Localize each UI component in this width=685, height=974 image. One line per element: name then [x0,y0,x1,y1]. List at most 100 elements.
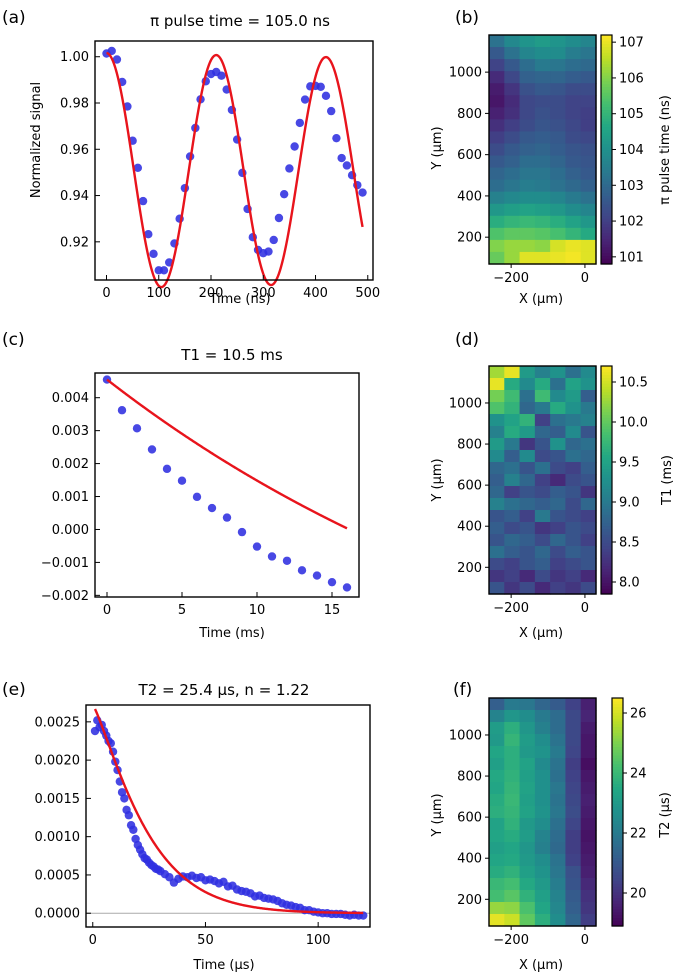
colorbar-segment-f [612,794,623,799]
heatmap-cell-d [489,498,505,511]
heatmap-cell-d [519,426,536,439]
heatmap-cell-d [534,462,551,475]
data-point-a [112,55,122,64]
axes-frame-a [94,40,374,281]
heatmap-cell-f [519,710,536,723]
colorbar-segment-f [612,789,623,793]
colorbar-segment-b [601,249,612,254]
heatmap-cell-f [565,854,582,867]
heatmap-cell-d [565,546,582,559]
heatmap-cell-b [565,215,582,229]
colorbar-segment-d [601,485,612,490]
colorbar-segment-f [612,897,623,901]
heatmap-cell-b [550,71,567,84]
heatmap-cell-b [580,227,597,241]
y-tick-label-b: 800 [457,107,482,122]
heatmap-cell-b [565,83,582,96]
colorbar-segment-b [601,123,612,128]
colorbar-segment-b [601,55,612,59]
x-tick-label-e: 100 [306,933,331,948]
heatmap-cell-d [580,450,597,463]
heatmap-cell-d [519,390,536,403]
heatmap-cell-b [504,227,521,241]
chart-title-c: T1 = 10.5 ms [180,346,283,364]
heatmap-cell-f [580,818,597,831]
heatmap-cell-d [534,450,551,463]
y-tick-label-b: 600 [457,148,482,163]
colorbar-segment-b [601,40,612,45]
x-tick-label-a: 300 [251,286,276,301]
y-axis-label-f: Y (μm) [430,793,445,837]
colorbar-segment-f [612,874,623,879]
heatmap-cell-d [534,534,551,547]
colorbar-segment-f [612,715,623,719]
heatmap-cell-d [534,390,551,403]
heatmap-cell-d [504,522,521,535]
heatmap-cell-d [580,474,597,487]
colorbar-segment-b [601,163,612,168]
colorbar-segment-d [601,397,612,401]
colorbar-segment-d [601,408,612,413]
colorbar-segment-b [601,209,612,214]
heatmap-cell-d [519,582,536,595]
colorbar-segment-d [601,437,612,441]
colorbar-segment-d [601,368,612,373]
heatmap-cell-b [504,71,521,84]
heatmap-cell-d [565,438,582,451]
x-tick-label-b: 0 [581,271,589,286]
heatmap-cell-f [489,710,505,723]
heatmap-cell-b [504,35,521,48]
heatmap-cell-b [565,119,582,133]
heatmap-cell-b [504,59,521,72]
heatmap-cell-b [519,167,536,181]
heatmap-cell-f [534,878,551,891]
heatmap-cell-d [550,366,567,379]
colorbar-segment-b [601,160,612,165]
colorbar-segment-f [612,906,623,910]
y-tick-label-b: 400 [457,189,482,204]
heatmap-cell-d [489,426,505,439]
heatmap-cell-b [489,47,505,60]
colorbar-segment-f [612,809,623,813]
heatmap-cell-f [534,854,551,867]
heatmap-cell-f [519,722,536,735]
x-axis-label-c: Time (ms) [198,626,265,641]
heatmap-cell-b [550,215,567,229]
data-point-a [149,249,158,259]
x-axis-label-d: X (μm) [519,626,563,641]
heatmap-cell-d [550,558,567,571]
colorbar-segment-d [601,414,612,418]
data-point-a [217,71,226,80]
colorbar-segment-b [601,37,612,42]
colorbar-segment-f [612,720,623,725]
colorbar-segment-b [601,252,612,257]
colorbar-segment-b [601,186,612,191]
x-tick-label-c: 5 [178,603,186,618]
heatmap-cell-b [580,167,597,181]
heatmap-cell-f [489,722,505,735]
heatmap-cell-f [504,902,521,915]
heatmap-cell-d [534,558,551,571]
heatmap-cell-d [550,582,567,595]
colorbar-tick-label-f: 20 [630,887,647,902]
heatmap-cell-f [580,914,597,927]
chart-title-e: T2 = 25.4 μs, n = 1.22 [138,681,310,699]
y-tick-label-b: 200 [457,231,482,246]
colorbar-segment-f [612,732,623,736]
colorbar-segment-d [601,394,612,398]
heatmap-cell-f [550,698,567,711]
colorbar-segment-b [601,52,612,56]
heatmap-cell-b [504,119,521,133]
heatmap-cell-d [565,558,582,571]
heatmap-cell-d [519,486,536,499]
heatmap-cell-b [534,59,551,72]
colorbar-segment-d [601,465,612,470]
heatmap-cell-f [489,866,505,879]
heatmap-cell-f [519,890,536,903]
heatmap-cell-f [580,734,597,747]
heatmap-cell-f [519,806,536,819]
data-point-a [264,247,273,256]
colorbar-segment-f [612,869,623,873]
heatmap-cell-d [580,486,597,499]
colorbar-segment-b [601,238,612,242]
